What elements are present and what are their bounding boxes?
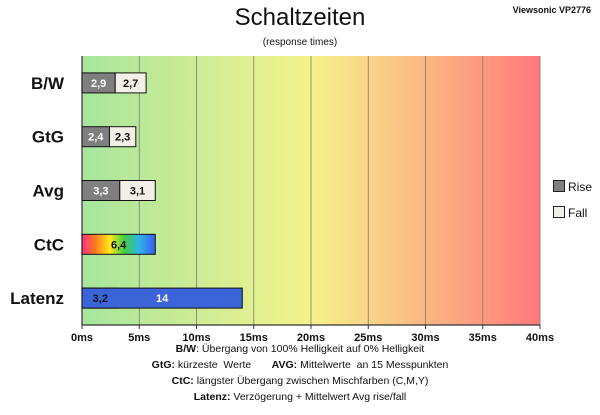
x-tick-label: 25ms: [354, 332, 382, 344]
bar-latenz: [81, 287, 243, 309]
footnote-ctc-text: längster Übergang zwischen Mischfarben (…: [193, 375, 429, 387]
x-tick-label: 35ms: [469, 332, 497, 344]
x-tick-label: 30ms: [411, 332, 439, 344]
bar-ctc: [81, 233, 156, 255]
data-label-rise: 3,3: [93, 186, 108, 198]
category-label: GtG: [32, 128, 64, 147]
legend-rise-swatch: [553, 180, 565, 192]
legend-rise: Rise: [553, 180, 592, 194]
footnote-latenz-text: Verzögerung + Mittelwert Avg rise/fall: [230, 391, 407, 403]
footnote-latenz-key: Latenz:: [193, 391, 231, 403]
x-tick-label: 15ms: [240, 332, 268, 344]
footnote-latenz: Latenz: Verzögerung + Mittelwert Avg ris…: [0, 391, 600, 403]
footnote-bw: B/W: Übergang von 100% Helligkeit auf 0%…: [0, 343, 600, 355]
x-tick-label: 20ms: [297, 332, 325, 344]
data-label-fall: 2,7: [123, 78, 138, 90]
x-tick-label: 10ms: [182, 332, 210, 344]
legend-rise-label: Rise: [568, 180, 593, 194]
data-label-rise: 2,9: [91, 78, 106, 90]
data-label-fall: 3,2: [93, 293, 108, 305]
x-tick-label: 40ms: [526, 332, 554, 344]
legend-fall-swatch: [553, 206, 565, 218]
footnote-bw-text: : Übergang von 100% Helligkeit auf 0% He…: [196, 343, 425, 355]
legend-fall-label: Fall: [568, 206, 588, 220]
footnote-avg-key: AVG:: [271, 359, 298, 371]
footnote-avg-text: Mittelwerte an 15 Messpunkten: [297, 359, 449, 371]
legend-fall: Fall: [553, 206, 587, 220]
footnote-ctc-key: CtC:: [171, 375, 194, 387]
category-label: CtC: [34, 235, 64, 254]
data-label-ctc: 6,4: [111, 239, 127, 251]
data-label-latenz: 14: [156, 293, 169, 305]
x-tick-label: 0ms: [71, 332, 93, 344]
bar-fall: [108, 126, 137, 148]
data-label-fall: 3,1: [130, 186, 145, 198]
footnote-gtg-key: GtG:: [151, 359, 175, 371]
data-label-fall: 2,3: [115, 132, 130, 144]
footnote-gtg-avg: GtG: kürzeste Werte AVG: Mittelwerte an …: [0, 359, 600, 371]
footnote-bw-key: B/W: [175, 343, 197, 355]
monitor-model: Viewsonic VP2776: [512, 5, 591, 15]
footnote-gtg-text: kürzeste Werte: [175, 359, 272, 371]
category-label: Latenz: [10, 289, 64, 308]
footnote-ctc: CtC: längster Übergang zwischen Mischfar…: [0, 375, 600, 387]
bar-fall: [114, 72, 147, 94]
category-label: Avg: [33, 182, 65, 201]
chart-subtitle: (response times): [262, 37, 338, 48]
x-tick-label: 5ms: [128, 332, 150, 344]
bar-fall: [119, 180, 156, 201]
category-label: B/W: [31, 74, 65, 93]
chart-title: Schaltzeiten: [234, 4, 366, 31]
data-label-rise: 2,4: [88, 132, 104, 144]
